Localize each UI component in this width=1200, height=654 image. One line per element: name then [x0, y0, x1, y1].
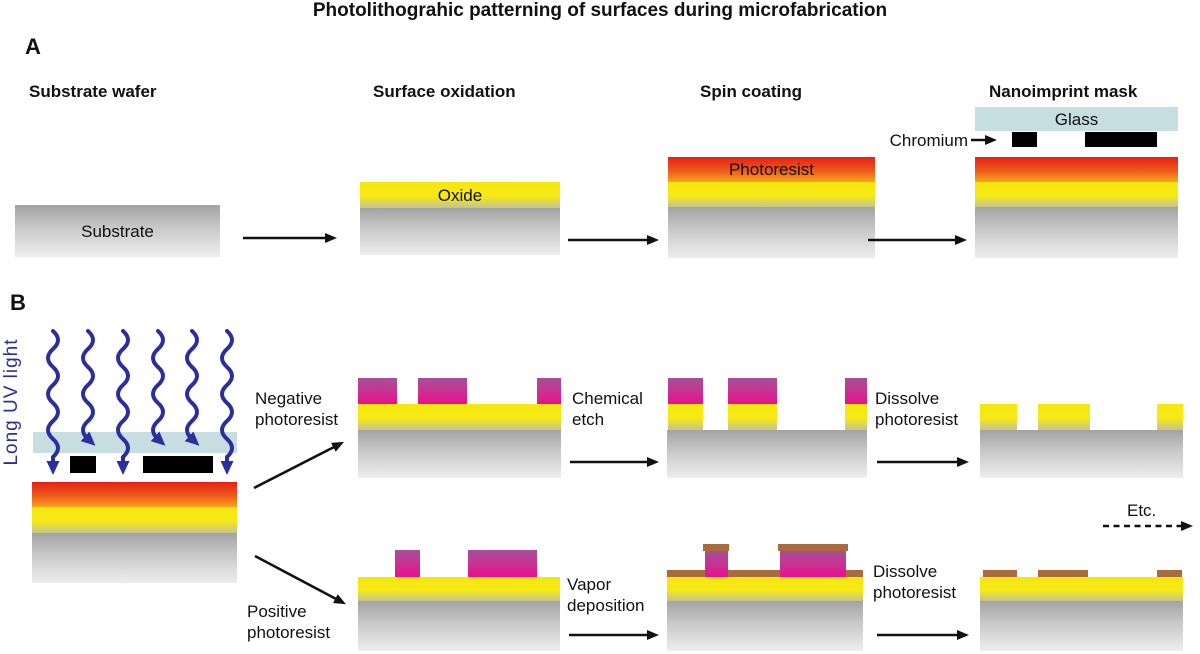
- chromium-block: [70, 456, 96, 473]
- glass-label: Glass: [1054, 109, 1099, 129]
- oxide-layer: [358, 577, 560, 601]
- substrate-layer: [32, 533, 237, 583]
- oxide-layer: [668, 404, 703, 430]
- uv-wave-arrow-blocked-icon: [80, 329, 96, 446]
- long-uv-light-label: Long UV light: [1, 338, 22, 466]
- magenta-resist-block: [845, 378, 867, 404]
- substrate-layer: [358, 430, 561, 478]
- substrate-layer: [667, 601, 863, 651]
- positive-photoresist-label: Positive photoresist: [247, 602, 331, 642]
- vapor-film-cap: [778, 544, 848, 551]
- oxide-layer: [32, 507, 237, 533]
- chromium-block: [1012, 132, 1037, 147]
- oxide-pillar: [1038, 404, 1090, 430]
- vapor-film: [667, 570, 863, 577]
- photoresist-layer: [975, 157, 1178, 182]
- chromium-block: [143, 456, 213, 473]
- branch-arrow-negative-icon: [253, 441, 345, 490]
- substrate-wafer-block: Substrate: [15, 205, 220, 257]
- photoresist-layer: [32, 482, 237, 507]
- surface-oxidation-block: Oxide: [360, 182, 560, 255]
- magenta-resist-block: [418, 378, 467, 404]
- photoresist-layer-label: Photoresist: [728, 160, 815, 179]
- substrate-layer: [980, 601, 1183, 651]
- negative-etched-block: [667, 378, 867, 478]
- substrate-layer: [980, 430, 1183, 478]
- oxide-layer: [728, 404, 777, 430]
- step-header-spin-coating: Spin coating: [700, 82, 802, 101]
- magenta-resist-block: [668, 378, 703, 404]
- uv-wave-arrow-blocked-icon: [150, 329, 166, 446]
- glass-bar: Glass: [975, 107, 1178, 131]
- oxide-layer: [980, 577, 1183, 601]
- oxide-layer: Oxide: [360, 182, 560, 208]
- oxide-pillar: [1157, 404, 1183, 430]
- step-header-nanoimprint-mask: Nanoimprint mask: [989, 82, 1138, 101]
- magenta-resist-block: [358, 378, 397, 404]
- positive-final-block: [980, 570, 1183, 651]
- etched-pillar: [668, 378, 703, 430]
- spin-coating-block: Photoresist: [668, 157, 875, 258]
- step-header-surface-oxidation: Surface oxidation: [373, 82, 516, 101]
- photoresist-layer: Photoresist: [668, 157, 875, 182]
- branch-arrow-positive-icon: [254, 554, 346, 605]
- vapor-film-strip: [983, 570, 1017, 577]
- vapor-film-cap: [703, 544, 729, 551]
- step-header-substrate-wafer: Substrate wafer: [29, 82, 157, 101]
- etc-label: Etc.: [1127, 501, 1157, 520]
- chemical-etch-label: Chemical etch: [572, 389, 643, 429]
- oxide-layer: [667, 577, 863, 601]
- oxide-layer: [358, 404, 561, 430]
- oxide-layer-label: Oxide: [437, 185, 483, 205]
- etched-pillar: [728, 378, 777, 430]
- etched-pillar: [845, 378, 867, 430]
- vapor-film-strip: [1157, 570, 1182, 577]
- substrate-layer: [667, 430, 867, 478]
- figure-title: Photolithograhic patterning of surfaces …: [312, 0, 888, 21]
- magenta-resist-block: [468, 550, 537, 577]
- substrate-layer: [360, 208, 560, 255]
- substrate-layer: [975, 207, 1178, 258]
- uv-wave-arrow-blocked-icon: [184, 329, 200, 446]
- negative-final-block: [980, 404, 1183, 478]
- substrate-layer: [358, 601, 560, 651]
- exposure-stack-block: [32, 482, 237, 583]
- oxide-layer: [975, 182, 1178, 207]
- negative-photoresist-label: Negative photoresist: [255, 389, 339, 429]
- chromium-label: Chromium: [889, 131, 968, 150]
- substrate-layer: [668, 207, 875, 258]
- vapor-deposition-label: Vapor deposition: [567, 575, 645, 615]
- oxide-layer: [668, 182, 875, 207]
- nanoimprint-mask-block: [975, 157, 1178, 258]
- dissolve-photoresist-label: Dissolve photoresist: [875, 389, 959, 429]
- magenta-resist-block: [537, 378, 561, 404]
- positive-deposited-block: [667, 544, 863, 651]
- dissolve-photoresist-label: Dissolve photoresist: [873, 562, 957, 602]
- vapor-film-strip: [1038, 570, 1088, 577]
- panel-b-label: B: [10, 290, 26, 315]
- substrate-layer-label: Substrate: [81, 221, 154, 241]
- chromium-block: [1085, 132, 1157, 147]
- glass-bar: [33, 432, 237, 453]
- positive-developed-block: [358, 550, 560, 651]
- magenta-resist-block: [395, 550, 420, 577]
- oxide-layer: [845, 404, 867, 430]
- magenta-resist-block: [705, 551, 728, 577]
- magenta-resist-block: [780, 551, 846, 577]
- oxide-pillar: [980, 404, 1017, 430]
- panel-a-label: A: [25, 34, 41, 59]
- negative-developed-block: [358, 378, 561, 478]
- magenta-resist-block: [728, 378, 777, 404]
